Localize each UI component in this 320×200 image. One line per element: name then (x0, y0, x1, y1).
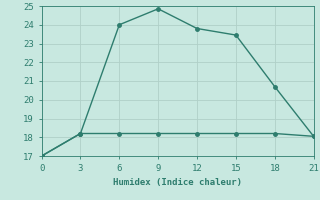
X-axis label: Humidex (Indice chaleur): Humidex (Indice chaleur) (113, 178, 242, 187)
